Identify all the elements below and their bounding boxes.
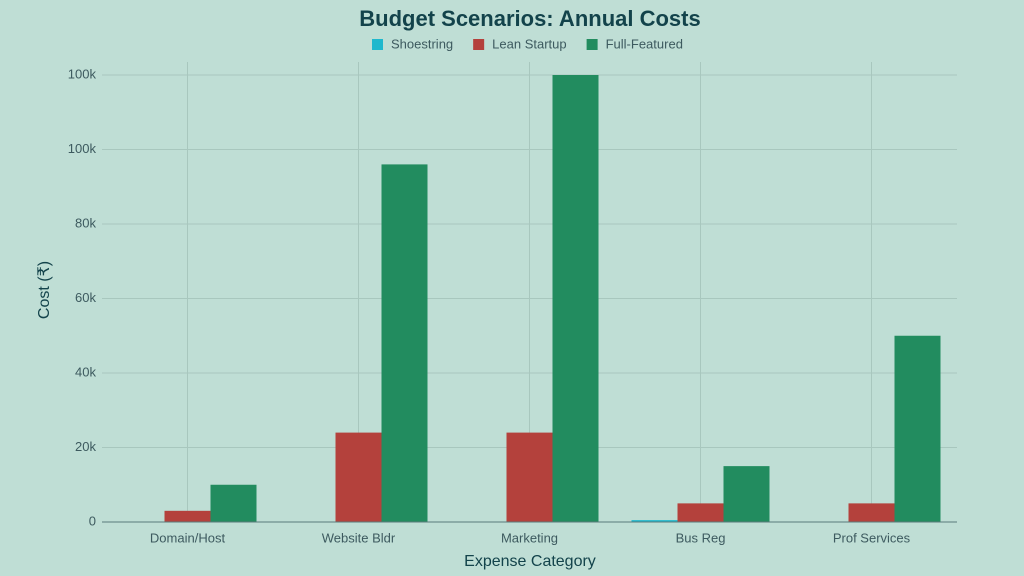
legend-swatch <box>586 39 598 50</box>
bar <box>677 503 724 522</box>
y-tick-label: 0 <box>89 513 96 528</box>
x-tick-label: Marketing <box>501 530 558 545</box>
bar <box>164 510 211 522</box>
y-axis-title: Cost (₹) <box>36 261 53 319</box>
legend-label: Shoestring <box>391 36 453 51</box>
y-tick-label: 100k <box>68 141 97 156</box>
x-tick-label: Prof Services <box>833 530 911 545</box>
y-tick-label: 20k <box>75 439 96 454</box>
chart-title: Budget Scenarios: Annual Costs <box>359 6 700 31</box>
x-axis-title: Expense Category <box>464 553 596 570</box>
legend-label: Full-Featured <box>606 36 683 51</box>
bar <box>631 520 678 522</box>
bar <box>894 335 941 522</box>
y-tick-label: 60k <box>75 290 96 305</box>
y-tick-label: 100k <box>68 66 97 81</box>
bar <box>381 164 428 522</box>
bar <box>848 503 895 522</box>
x-tick-label: Domain/Host <box>150 530 226 545</box>
bar <box>552 75 599 522</box>
x-tick-label: Bus Reg <box>676 530 726 545</box>
y-tick-label: 40k <box>75 364 96 379</box>
legend-swatch <box>473 39 485 50</box>
y-tick-label: 80k <box>75 215 96 230</box>
legend-label: Lean Startup <box>492 36 566 51</box>
bar <box>335 432 382 522</box>
bar <box>506 432 553 522</box>
legend-swatch <box>372 39 383 50</box>
x-tick-label: Website Bldr <box>322 530 396 545</box>
bar <box>723 466 770 522</box>
bar <box>210 484 257 522</box>
